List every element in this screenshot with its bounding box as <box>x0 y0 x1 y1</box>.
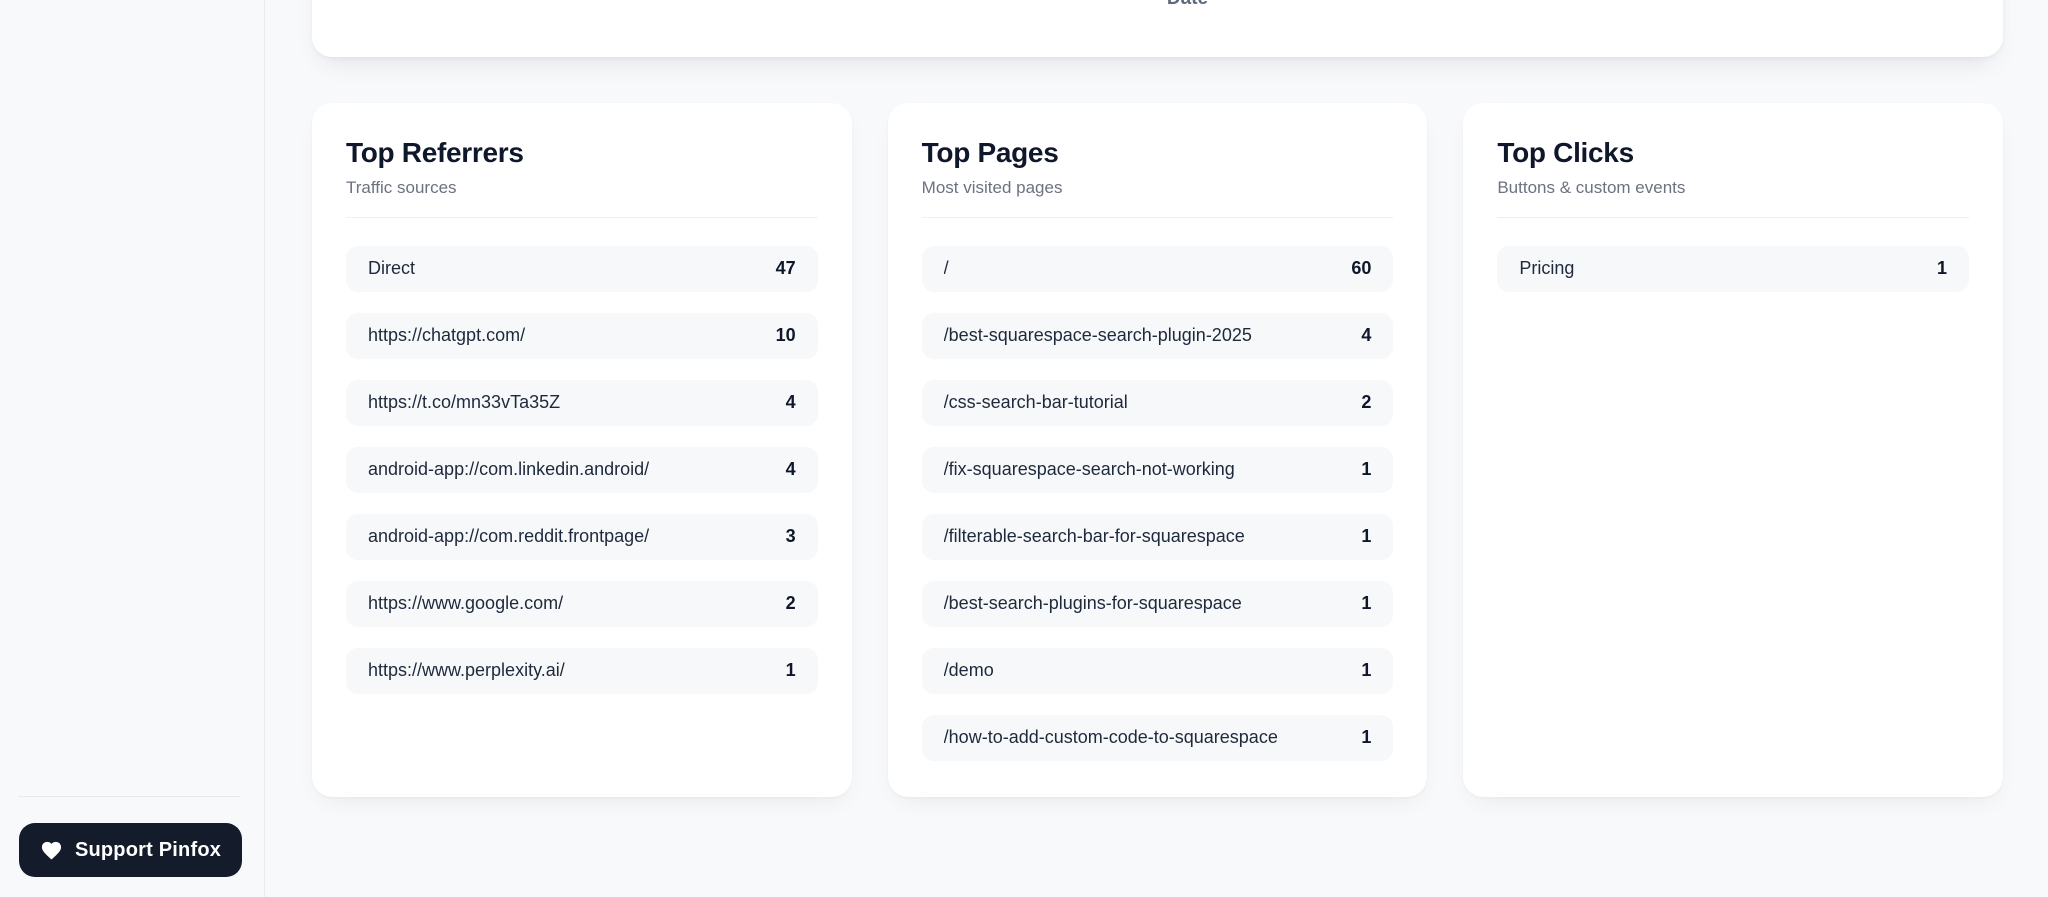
list-item-label: android-app://com.reddit.frontpage/ <box>368 526 650 547</box>
list-item: /how-to-add-custom-code-to-squarespace 1 <box>921 714 1394 761</box>
list-item-label: https://www.google.com/ <box>368 593 564 614</box>
list-item-value: 1 <box>1361 593 1372 614</box>
list-item: android-app://com.reddit.frontpage/ 3 <box>346 513 818 560</box>
chart-x-axis-label: Date <box>372 0 2003 10</box>
top-clicks-card: Top Clicks Buttons & custom events Prici… <box>1463 103 2004 797</box>
list-item: https://t.co/mn33vTa35Z 4 <box>346 379 818 426</box>
list-item-value: 1 <box>1361 459 1372 480</box>
card-subtitle: Most visited pages <box>921 177 1063 197</box>
list-item-value: 4 <box>1361 325 1372 346</box>
list-item-value: 1 <box>1361 727 1372 748</box>
list-item: /best-squarespace-search-plugin-2025 4 <box>921 312 1394 359</box>
list-item: /best-search-plugins-for-squarespace 1 <box>921 580 1394 627</box>
list-item-value: 1 <box>1361 526 1372 547</box>
list-item-value: 60 <box>1351 258 1372 279</box>
list-item-label: /fix-squarespace-search-not-working <box>943 459 1235 480</box>
pages-list: / 60 /best-squarespace-search-plugin-202… <box>921 245 1394 761</box>
list-item: /fix-squarespace-search-not-working 1 <box>921 446 1394 493</box>
list-item-value: 1 <box>1937 258 1948 279</box>
support-pinfox-button[interactable]: Support Pinfox <box>19 823 242 877</box>
list-item-value: 1 <box>1361 660 1372 681</box>
top-referrers-card: Top Referrers Traffic sources Direct 47 … <box>312 103 852 797</box>
card-subtitle: Buttons & custom events <box>1497 177 1686 197</box>
card-title: Top Pages <box>921 137 1059 168</box>
referrers-list: Direct 47 https://chatgpt.com/ 10 https:… <box>346 245 818 694</box>
list-item-label: android-app://com.linkedin.android/ <box>368 459 650 480</box>
list-item-value: 2 <box>1361 392 1372 413</box>
list-item-value: 4 <box>785 459 796 480</box>
list-item-label: / <box>943 258 949 279</box>
list-item-value: 10 <box>775 325 796 346</box>
list-item-label: https://t.co/mn33vTa35Z <box>368 392 561 413</box>
list-item: /demo 1 <box>921 647 1394 694</box>
heart-icon <box>40 839 63 862</box>
card-divider <box>1497 216 1970 218</box>
list-item-label: https://chatgpt.com/ <box>368 325 526 346</box>
list-item-label: /how-to-add-custom-code-to-squarespace <box>943 727 1278 748</box>
card-title: Top Referrers <box>346 137 524 168</box>
list-item-value: 2 <box>785 593 796 614</box>
list-item-label: /css-search-bar-tutorial <box>943 392 1128 413</box>
list-item: https://www.perplexity.ai/ 1 <box>346 647 818 694</box>
stats-cards-row: Top Referrers Traffic sources Direct 47 … <box>312 103 2004 797</box>
list-item-label: /best-search-plugins-for-squarespace <box>943 593 1242 614</box>
clicks-list: Pricing 1 <box>1497 245 1970 292</box>
sidebar-divider <box>18 796 240 797</box>
list-item: Direct 47 <box>346 245 818 292</box>
list-item-label: /demo <box>943 660 994 681</box>
list-item-value: 47 <box>775 258 796 279</box>
list-item-value: 1 <box>785 660 796 681</box>
list-item: https://chatgpt.com/ 10 <box>346 312 818 359</box>
card-divider <box>346 216 818 218</box>
list-item: /css-search-bar-tutorial 2 <box>921 379 1394 426</box>
list-item-label: /best-squarespace-search-plugin-2025 <box>943 325 1252 346</box>
list-item-label: https://www.perplexity.ai/ <box>368 660 565 681</box>
sidebar: Support Pinfox <box>0 0 265 897</box>
list-item: android-app://com.linkedin.android/ 4 <box>346 446 818 493</box>
list-item: https://www.google.com/ 2 <box>346 580 818 627</box>
card-subtitle: Traffic sources <box>346 177 457 197</box>
list-item: / 60 <box>921 245 1394 292</box>
card-divider <box>921 216 1394 218</box>
list-item-value: 4 <box>785 392 796 413</box>
list-item-label: Direct <box>368 258 416 279</box>
list-item-label: /filterable-search-bar-for-squarespace <box>943 526 1245 547</box>
chart-card: Date <box>312 0 2003 57</box>
support-pinfox-label: Support Pinfox <box>74 838 222 861</box>
list-item: Pricing 1 <box>1497 245 1970 292</box>
list-item: /filterable-search-bar-for-squarespace 1 <box>921 513 1394 560</box>
list-item-value: 3 <box>785 526 796 547</box>
top-pages-card: Top Pages Most visited pages / 60 /best-… <box>887 103 1428 797</box>
list-item-label: Pricing <box>1519 258 1575 279</box>
card-title: Top Clicks <box>1497 137 1634 168</box>
